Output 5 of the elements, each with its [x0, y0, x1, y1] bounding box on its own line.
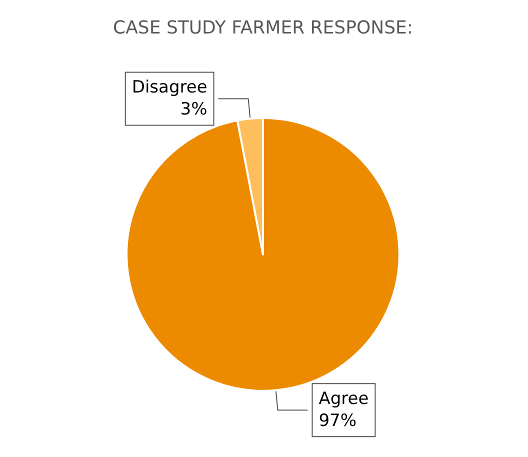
- slice-label: Agree: [318, 389, 369, 410]
- data-label: 97%: [318, 411, 357, 432]
- slice-label: Disagree: [132, 78, 208, 98]
- chart-title: CASE STUDY FARMER RESPONSE:: [113, 18, 413, 38]
- data-label: 3%: [180, 100, 208, 120]
